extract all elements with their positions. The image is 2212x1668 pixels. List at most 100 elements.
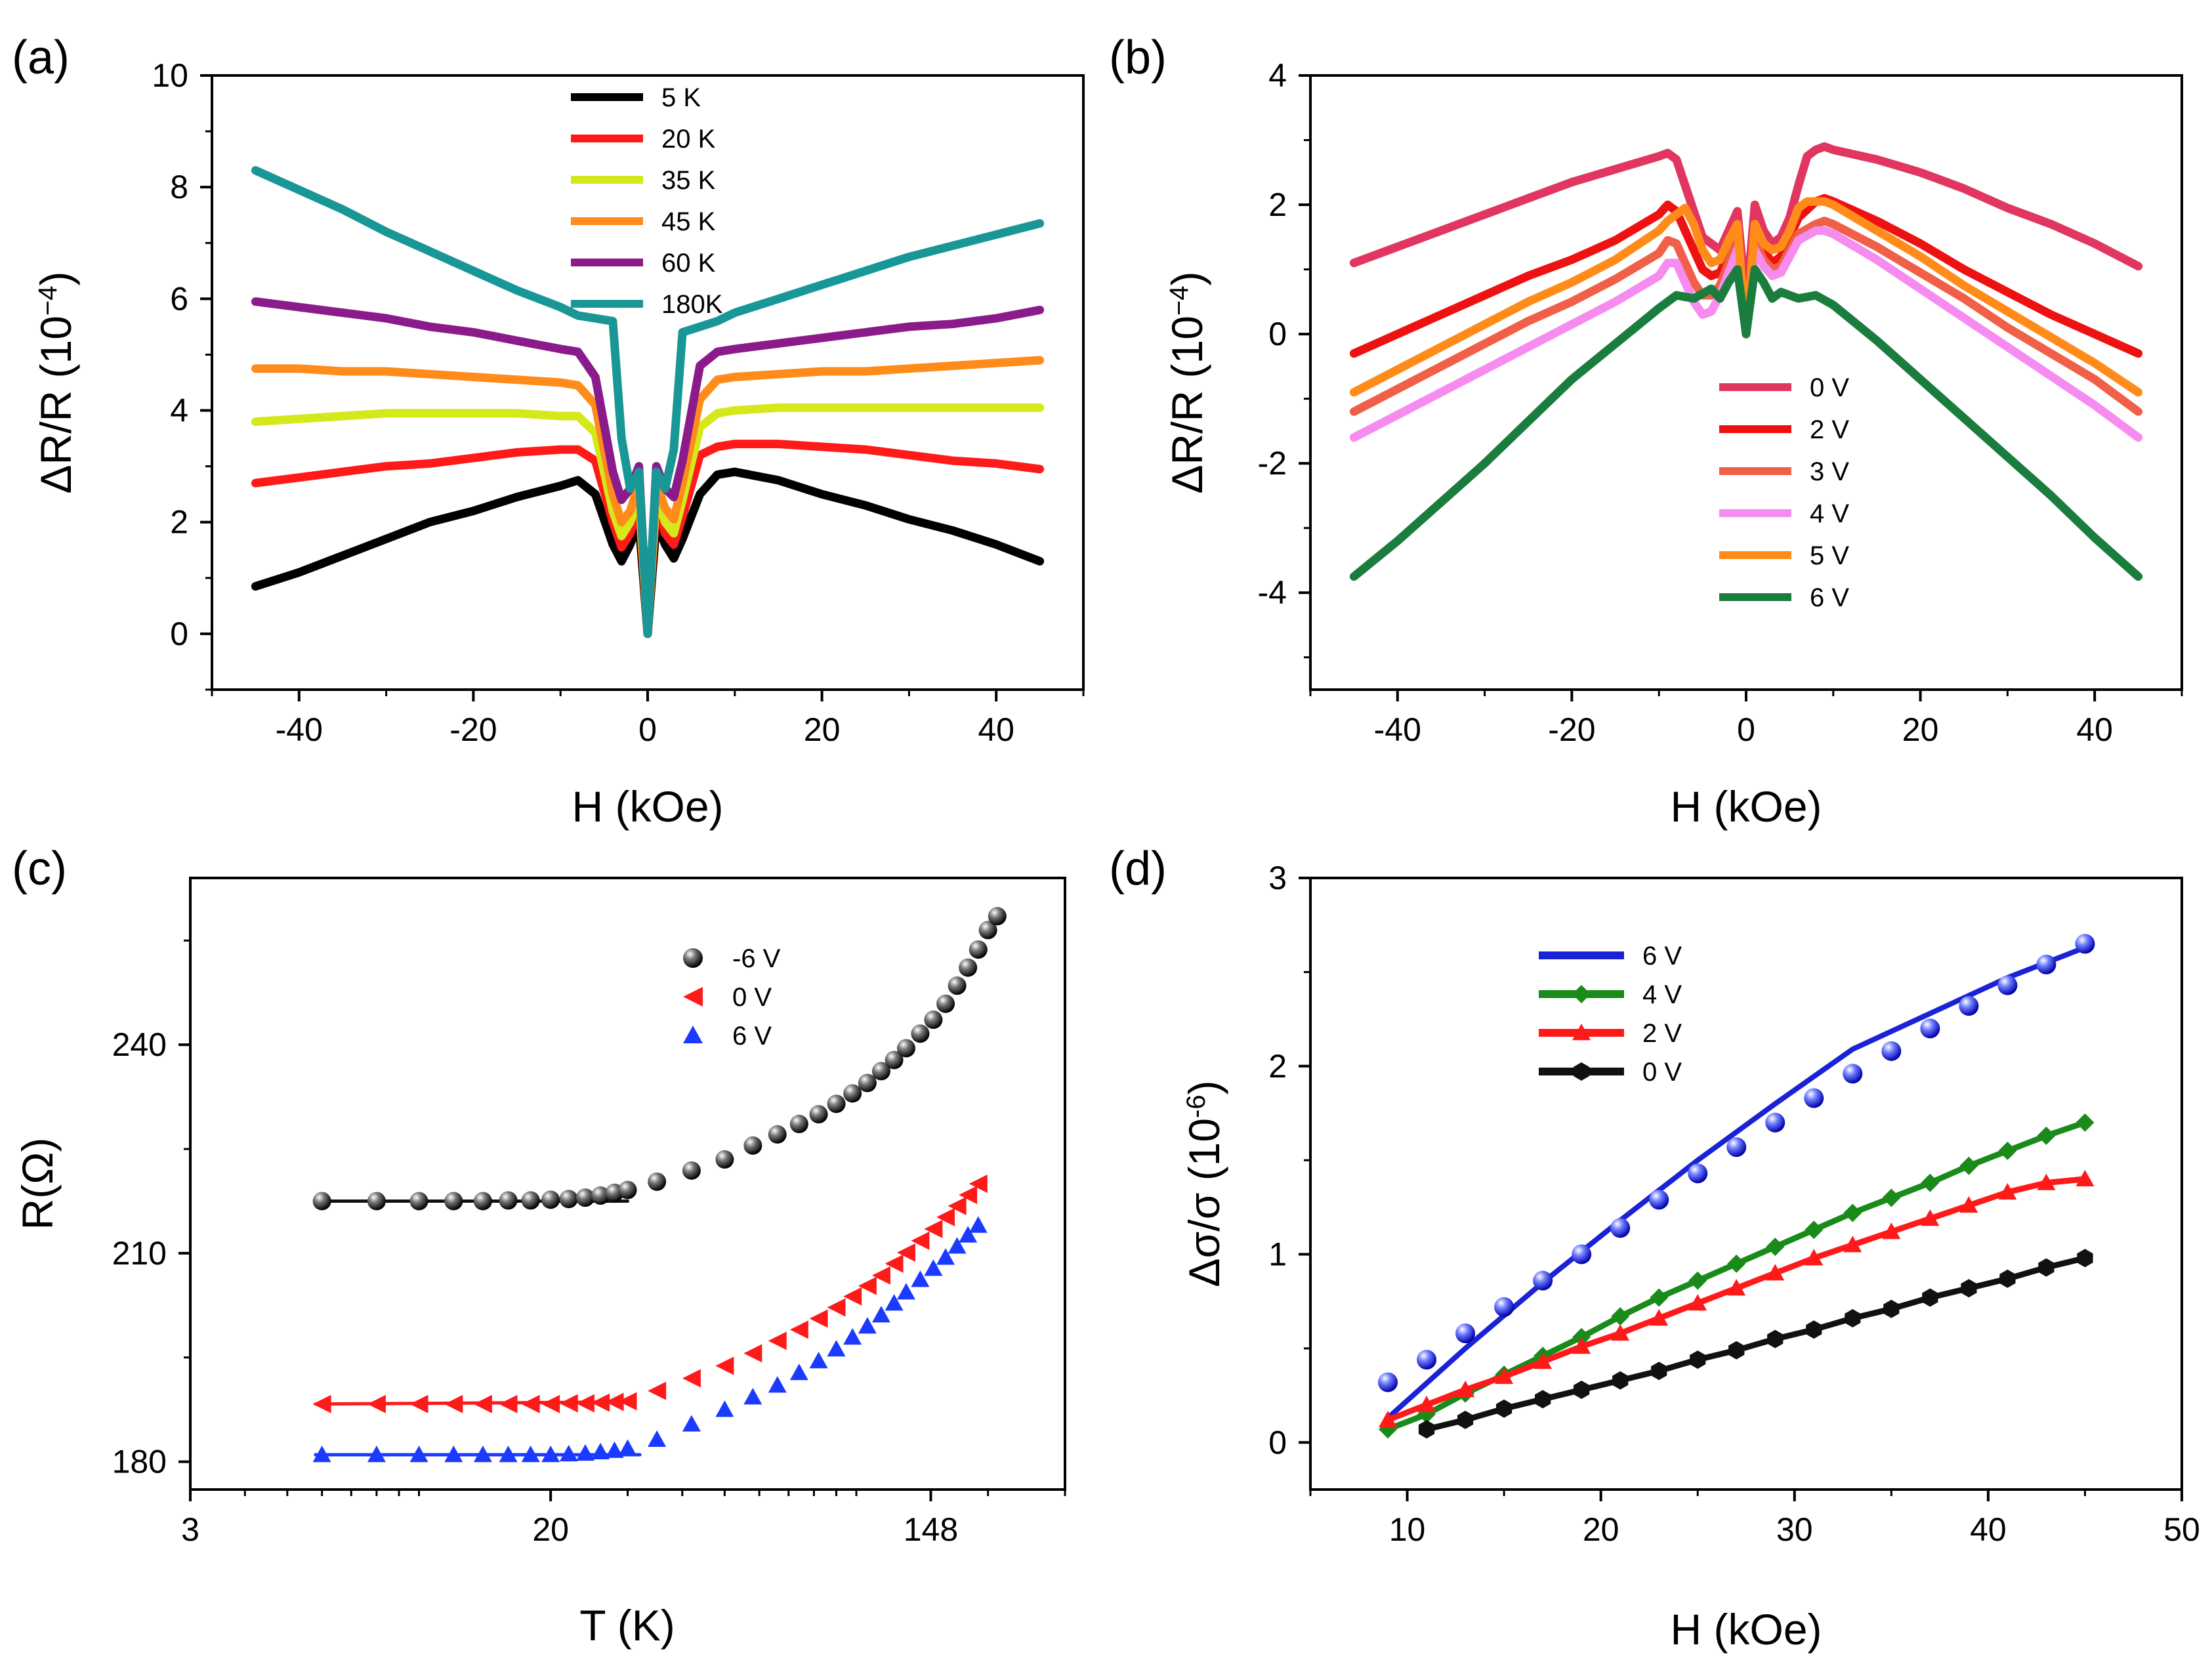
point-c-0-8 bbox=[559, 1190, 578, 1209]
y-tick-label-b-3: 2 bbox=[1268, 186, 1287, 223]
point-d-2-14 bbox=[1921, 1209, 1940, 1226]
legend-label-d-1: 4 V bbox=[1642, 980, 1682, 1009]
point-d-2-15 bbox=[1959, 1196, 1978, 1213]
legend-label-a-3: 45 K bbox=[661, 207, 716, 236]
point-c-2-22 bbox=[858, 1317, 877, 1334]
y-axis-label-sup-d: -6 bbox=[1182, 1095, 1211, 1118]
point-c-0-1 bbox=[367, 1192, 386, 1211]
point-c-0-30 bbox=[959, 958, 978, 977]
point-d-2-5 bbox=[1572, 1337, 1591, 1354]
point-d-2-8 bbox=[1688, 1294, 1707, 1311]
panel-label-c: (c) bbox=[12, 843, 67, 895]
point-c-0-28 bbox=[936, 994, 955, 1013]
point-c-2-17 bbox=[768, 1376, 787, 1393]
point-c-2-12 bbox=[618, 1439, 637, 1456]
point-c-0-27 bbox=[924, 1011, 943, 1030]
point-d-3-11 bbox=[1845, 1309, 1861, 1327]
point-c-1-12 bbox=[618, 1392, 637, 1411]
point-d-2-7 bbox=[1650, 1309, 1669, 1326]
point-c-2-1 bbox=[367, 1446, 386, 1463]
point-d-3-1 bbox=[1457, 1410, 1474, 1429]
x-tick-label-d-1: 20 bbox=[1583, 1511, 1619, 1548]
x-tick-label-b-2: 0 bbox=[1737, 711, 1755, 748]
point-d-2-18 bbox=[2076, 1169, 2095, 1187]
point-d-2-2 bbox=[1456, 1381, 1475, 1398]
point-c-2-21 bbox=[843, 1328, 862, 1345]
point-d-0-4 bbox=[1533, 1270, 1553, 1291]
point-c-0-17 bbox=[768, 1125, 787, 1144]
x-tick-label-b-4: 40 bbox=[2076, 711, 2113, 748]
y-tick-label-a-4: 8 bbox=[170, 169, 188, 205]
series-line-a-5 bbox=[251, 166, 1045, 638]
y-axis-label-main-d: Δσ/σ (10 bbox=[1180, 1118, 1228, 1287]
point-c-1-30 bbox=[959, 1185, 978, 1204]
point-c-1-24 bbox=[885, 1254, 904, 1273]
point-d-0-5 bbox=[1572, 1244, 1592, 1264]
point-d-0-10 bbox=[1765, 1112, 1785, 1133]
point-c-2-11 bbox=[605, 1441, 624, 1458]
axes-frame-d bbox=[1309, 877, 2183, 1491]
point-c-2-26 bbox=[911, 1270, 930, 1287]
point-c-0-14 bbox=[682, 1161, 701, 1180]
point-d-0-15 bbox=[1959, 996, 1979, 1016]
point-c-2-23 bbox=[871, 1306, 890, 1323]
legend-label-b-4: 5 V bbox=[1810, 541, 1849, 570]
x-tick-label-c-0: 3 bbox=[181, 1511, 199, 1548]
point-c-2-6 bbox=[521, 1446, 540, 1463]
y-axis-label-tail-d: ) bbox=[1180, 1080, 1228, 1095]
point-c-0-19 bbox=[809, 1105, 828, 1124]
point-d-2-3 bbox=[1495, 1367, 1514, 1385]
point-c-0-3 bbox=[444, 1192, 463, 1211]
y-axis-label-main-a: ΔR/R (10 bbox=[31, 316, 80, 493]
y-axis-label-d: Δσ/σ (10-6) bbox=[1180, 1080, 1228, 1287]
x-tick-label-c-1: 20 bbox=[532, 1511, 569, 1548]
y-axis-label-b: ΔR/R (10−4) bbox=[1163, 271, 1211, 493]
point-c-1-16 bbox=[743, 1344, 762, 1363]
point-c-0-24 bbox=[885, 1051, 904, 1070]
x-axis-label-b: H (kOe) bbox=[1671, 782, 1822, 831]
legend-marker-c-1 bbox=[683, 987, 703, 1007]
point-d-2-11 bbox=[1805, 1249, 1824, 1266]
legend-label-b-0: 0 V bbox=[1810, 373, 1849, 402]
point-c-1-18 bbox=[789, 1320, 808, 1339]
x-axis-label-c: T (K) bbox=[579, 1601, 675, 1650]
point-d-2-0 bbox=[1379, 1410, 1398, 1428]
point-c-1-11 bbox=[605, 1392, 624, 1411]
point-d-2-13 bbox=[1882, 1222, 1901, 1240]
point-d-0-11 bbox=[1804, 1088, 1824, 1108]
y-tick-label-d-1: 1 bbox=[1268, 1236, 1287, 1273]
legend-label-a-5: 180K bbox=[661, 290, 723, 319]
point-c-0-33 bbox=[988, 907, 1007, 926]
y-tick-label-a-3: 6 bbox=[170, 280, 188, 317]
point-c-1-8 bbox=[559, 1394, 578, 1413]
point-c-2-25 bbox=[896, 1283, 915, 1300]
point-c-1-22 bbox=[858, 1276, 877, 1295]
point-d-0-12 bbox=[1843, 1064, 1863, 1084]
x-tick-label-d-4: 50 bbox=[2163, 1511, 2200, 1548]
point-c-1-26 bbox=[911, 1231, 930, 1250]
legend-label-a-1: 20 K bbox=[661, 125, 716, 154]
point-c-1-27 bbox=[924, 1219, 943, 1238]
point-d-3-7 bbox=[1690, 1350, 1706, 1369]
point-d-1-16 bbox=[1998, 1141, 2017, 1160]
point-c-0-5 bbox=[499, 1191, 518, 1210]
x-tick-label-c-2: 148 bbox=[904, 1511, 958, 1548]
point-d-2-4 bbox=[1534, 1352, 1553, 1369]
plot-area-d bbox=[1378, 934, 2095, 1439]
point-d-1-5 bbox=[1572, 1327, 1591, 1346]
point-d-3-5 bbox=[1612, 1371, 1629, 1390]
point-d-0-17 bbox=[2036, 954, 2056, 974]
point-d-0-13 bbox=[1881, 1041, 1902, 1061]
point-d-0-1 bbox=[1417, 1350, 1437, 1370]
point-c-2-0 bbox=[312, 1446, 331, 1463]
point-c-2-15 bbox=[715, 1400, 734, 1417]
point-d-0-2 bbox=[1455, 1323, 1476, 1343]
point-d-3-8 bbox=[1728, 1341, 1745, 1360]
legend-label-b-1: 2 V bbox=[1810, 415, 1849, 444]
point-c-1-28 bbox=[936, 1207, 955, 1226]
point-c-0-23 bbox=[871, 1062, 890, 1081]
y-tick-label-b-1: -2 bbox=[1258, 445, 1287, 482]
